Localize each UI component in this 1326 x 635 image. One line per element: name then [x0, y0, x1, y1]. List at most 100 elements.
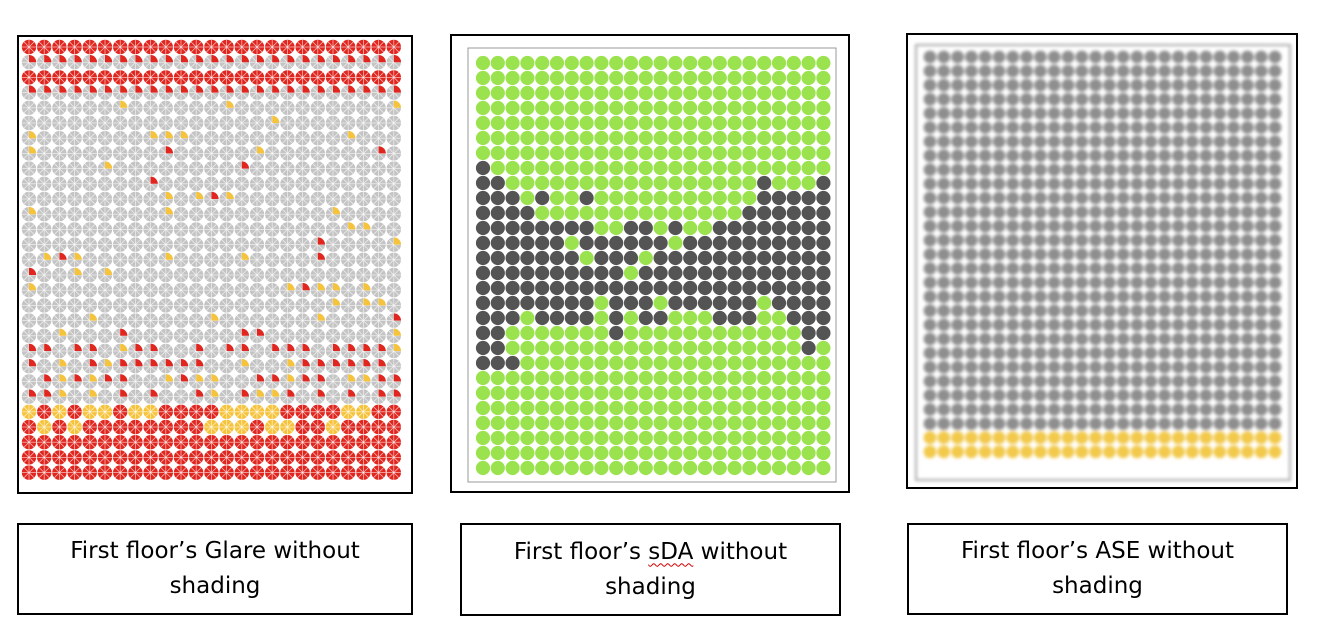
- glare-sensor-point: [189, 176, 204, 191]
- glare-sensor-point: [82, 328, 97, 343]
- glare-sensor-point: [356, 222, 371, 237]
- ase-sensor-point: [1185, 304, 1199, 318]
- ase-sensor-point: [1254, 219, 1268, 233]
- ase-sensor-point: [1047, 191, 1061, 205]
- glare-sensor-point: [371, 85, 386, 100]
- glare-sensor-point: [325, 267, 341, 283]
- glare-sensor-point: [249, 267, 265, 283]
- ase-sensor-point: [1144, 318, 1158, 332]
- ase-sensor-point: [951, 107, 964, 120]
- sda-sensor-point: [771, 295, 787, 311]
- glare-sensor-point: [113, 343, 128, 359]
- ase-sensor-point: [1061, 445, 1075, 459]
- sda-sensor-point: [801, 205, 816, 221]
- sda-sensor-point: [801, 280, 816, 296]
- ase-sensor-point: [1185, 276, 1199, 289]
- sda-sensor-point: [490, 220, 505, 236]
- glare-sensor-point: [52, 298, 67, 313]
- ase-sensor-point: [1144, 191, 1158, 205]
- ase-sensor-point: [978, 177, 992, 191]
- sda-sensor-point: [771, 220, 787, 236]
- glare-sensor-point: [204, 85, 219, 100]
- ase-sensor-point: [1061, 78, 1075, 92]
- glare-sensor-point: [82, 207, 97, 222]
- glare-sensor-point: [234, 359, 249, 374]
- glare-sensor-point: [37, 450, 52, 465]
- ase-sensor-point: [978, 107, 992, 120]
- glare-sensor-point: [173, 70, 189, 85]
- sda-sensor-point: [535, 415, 550, 431]
- sda-sensor-point: [549, 160, 565, 176]
- glare-sensor-point: [21, 267, 37, 283]
- ase-sensor-point: [1268, 304, 1282, 318]
- glare-sensor-point: [21, 298, 37, 313]
- sda-sensor-point: [742, 145, 757, 161]
- sda-sensor-point: [771, 175, 787, 191]
- ase-sensor-point: [1213, 445, 1227, 459]
- sda-sensor-point: [786, 205, 801, 221]
- ase-sensor-point: [1061, 107, 1075, 120]
- glare-sensor-point: [219, 115, 234, 131]
- ase-sensor-point: [1061, 248, 1075, 261]
- sda-sensor-point: [727, 340, 742, 356]
- ase-sensor-point: [1268, 50, 1282, 64]
- sda-sensor-point: [535, 85, 550, 101]
- ase-sensor-point: [1199, 332, 1213, 346]
- sda-sensor-point: [683, 460, 698, 476]
- ase-sensor-point: [1075, 135, 1089, 148]
- glare-sensor-point: [219, 450, 234, 465]
- sda-sensor-point: [638, 295, 653, 311]
- sda-sensor-point: [801, 325, 816, 341]
- ase-sensor-point: [1116, 149, 1130, 163]
- sda-sensor-point: [535, 115, 550, 131]
- glare-sensor-point: [371, 465, 386, 480]
- ase-sensor-point: [1020, 78, 1033, 92]
- glare-sensor-point: [21, 207, 37, 222]
- glare-sensor-point: [356, 419, 371, 435]
- sda-sensor-point: [594, 295, 609, 311]
- glare-sensor-point: [52, 100, 67, 115]
- glare-sensor-point: [67, 207, 82, 222]
- glare-sensor-point: [310, 465, 325, 480]
- ase-sensor-point: [937, 374, 951, 388]
- sda-sensor-point: [816, 70, 831, 86]
- sda-sensor-point: [786, 400, 801, 416]
- glare-sensor-point: [249, 419, 265, 435]
- ase-sensor-point: [1268, 248, 1282, 261]
- sda-sensor-point: [816, 325, 831, 341]
- glare-sensor-point: [325, 435, 341, 450]
- ase-sensor-point: [1047, 149, 1061, 163]
- glare-sensor-point: [356, 85, 371, 100]
- ase-sensor-point: [937, 64, 951, 78]
- glare-sensor-point: [371, 343, 386, 359]
- sda-sensor-point: [490, 130, 505, 146]
- glare-sensor-point: [128, 207, 143, 222]
- ase-sensor-point: [965, 360, 978, 374]
- sda-sensor-point: [757, 205, 772, 221]
- glare-sensor-point: [219, 222, 234, 237]
- sda-sensor-point: [549, 310, 565, 326]
- glare-sensor-point: [386, 70, 401, 85]
- sda-sensor-point: [786, 250, 801, 266]
- ase-sensor-point: [1020, 107, 1033, 120]
- ase-sensor-point: [1034, 163, 1047, 177]
- ase-sensor-point: [992, 205, 1006, 219]
- ase-sensor-point: [1116, 346, 1130, 360]
- glare-sensor-point: [52, 389, 67, 404]
- sda-sensor-point: [757, 235, 772, 251]
- glare-sensor-point: [204, 267, 219, 283]
- sda-sensor-point: [742, 310, 757, 326]
- glare-sensor-point: [310, 207, 325, 222]
- sda-sensor-point: [816, 295, 831, 311]
- ase-sensor-point: [923, 50, 937, 64]
- sda-sensor-point: [786, 220, 801, 236]
- sda-sensor-point: [594, 310, 609, 326]
- ase-sensor-point: [1172, 64, 1185, 78]
- glare-sensor-point: [67, 450, 82, 465]
- sda-sensor-point: [683, 235, 698, 251]
- sda-sensor-point: [653, 220, 668, 236]
- sda-sensor-point: [801, 250, 816, 266]
- sda-sensor-point: [697, 190, 713, 206]
- sda-sensor-point: [594, 280, 609, 296]
- ase-sensor-point: [965, 262, 978, 275]
